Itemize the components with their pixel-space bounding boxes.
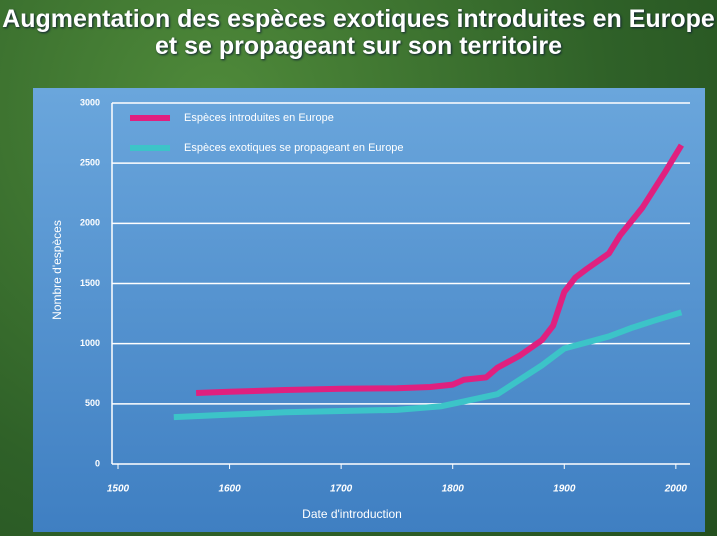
y-tick-label: 500 xyxy=(85,398,100,408)
chart: Date d'introduction Nombre d'espèces 0 50… xyxy=(0,0,717,536)
y-axis-label: Nombre d'espèces xyxy=(50,220,64,320)
x-tick-label: 1600 xyxy=(218,484,241,495)
y-tick-label: 0 xyxy=(95,458,100,468)
y-tick-label: 3000 xyxy=(80,97,100,107)
page: Augmentation des espèces exotiques intro… xyxy=(0,0,717,536)
plot-panel xyxy=(33,88,705,532)
x-tick-label: 1700 xyxy=(330,484,353,495)
y-tick-label: 2500 xyxy=(80,158,100,168)
y-tick-label: 1500 xyxy=(80,278,100,288)
x-tick-label: 1500 xyxy=(107,484,130,495)
legend-label: Espèces introduites en Europe xyxy=(184,112,334,124)
y-tick-label: 2000 xyxy=(80,218,100,228)
legend-label: Espèces exotiques se propageant en Europ… xyxy=(184,142,404,154)
x-tick-label: 1900 xyxy=(553,484,576,495)
x-axis-label: Date d'introduction xyxy=(302,507,402,521)
y-tick-label: 1000 xyxy=(80,338,100,348)
x-tick-label: 1800 xyxy=(442,484,465,495)
x-tick-label: 2000 xyxy=(664,484,688,495)
